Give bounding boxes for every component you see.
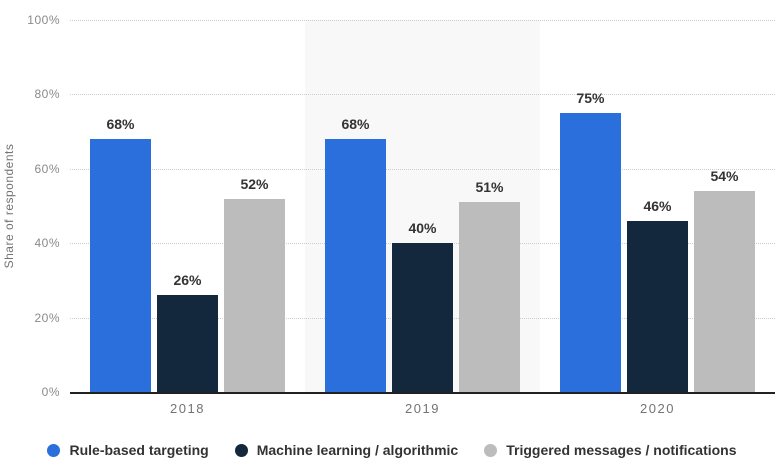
y-tick-label: 100%	[27, 13, 60, 27]
bar-wrap: 46%	[627, 198, 688, 392]
bar-value-label: 68%	[341, 116, 370, 133]
gridline	[70, 20, 775, 21]
bar-wrap: 68%	[90, 116, 151, 392]
legend-label: Rule-based targeting	[69, 442, 209, 458]
bar-group-2019: 68% 40% 51%	[305, 20, 540, 392]
bar-value-label: 40%	[408, 220, 437, 237]
bar-2018-series-0[interactable]	[90, 139, 151, 392]
y-axis-tick-labels: 0% 20% 40% 60% 80% 100%	[0, 13, 60, 399]
bar-2019-series-2[interactable]	[459, 202, 520, 392]
bar-2020-series-0[interactable]	[560, 113, 621, 392]
x-axis-labels: 2018 2019 2020	[70, 401, 775, 416]
x-axis-label-2020: 2020	[640, 401, 675, 416]
y-tick-label: 80%	[34, 87, 60, 102]
gridline	[70, 94, 775, 96]
gridline	[70, 168, 775, 170]
bar-2018-series-2[interactable]	[224, 198, 285, 392]
bar-value-label: 26%	[173, 272, 202, 289]
y-tick-label: 0%	[41, 385, 60, 399]
bar-wrap: 54%	[694, 168, 755, 392]
legend-item-2: Triggered messages / notifications	[484, 442, 737, 458]
bar-value-label: 54%	[710, 168, 739, 185]
plot-area: 68% 26% 52% 68% 40% 51% 75% 46% 54%	[70, 20, 775, 394]
legend-label: Machine learning / algorithmic	[256, 442, 459, 458]
y-tick-label: 20%	[34, 310, 60, 325]
bar-2019-series-1[interactable]	[392, 243, 453, 392]
bar-wrap: 51%	[459, 179, 520, 392]
bar-value-label: 52%	[240, 175, 269, 192]
bar-2018-series-1[interactable]	[157, 295, 218, 392]
x-axis-label-2018: 2018	[170, 401, 205, 416]
chart-legend: Rule-based targeting Machine learning / a…	[0, 442, 784, 458]
legend-item-0: Rule-based targeting	[47, 442, 209, 458]
legend-dot-icon	[484, 443, 498, 457]
y-tick-label: 60%	[34, 161, 60, 176]
bar-group-2018: 68% 26% 52%	[70, 20, 305, 392]
x-axis-label-2019: 2019	[405, 401, 440, 416]
bar-value-label: 46%	[643, 197, 672, 214]
legend-label: Triggered messages / notifications	[506, 442, 737, 458]
bar-wrap: 75%	[560, 90, 621, 392]
bar-wrap: 26%	[157, 272, 218, 392]
bar-wrap: 40%	[392, 220, 453, 392]
bar-2019-series-0[interactable]	[325, 139, 386, 392]
bar-2020-series-2[interactable]	[694, 191, 755, 392]
legend-dot-icon	[234, 443, 248, 457]
bar-2020-series-1[interactable]	[627, 220, 688, 392]
legend-dot-icon	[47, 443, 61, 457]
bar-group-2020: 75% 46% 54%	[540, 20, 775, 392]
y-tick-label: 40%	[34, 236, 60, 251]
legend-item-1: Machine learning / algorithmic	[234, 442, 459, 458]
bar-wrap: 52%	[224, 176, 285, 392]
bar-wrap: 68%	[325, 116, 386, 392]
bar-value-label: 75%	[576, 90, 605, 106]
bar-value-label: 68%	[106, 116, 135, 133]
bar-value-label: 51%	[475, 179, 504, 196]
